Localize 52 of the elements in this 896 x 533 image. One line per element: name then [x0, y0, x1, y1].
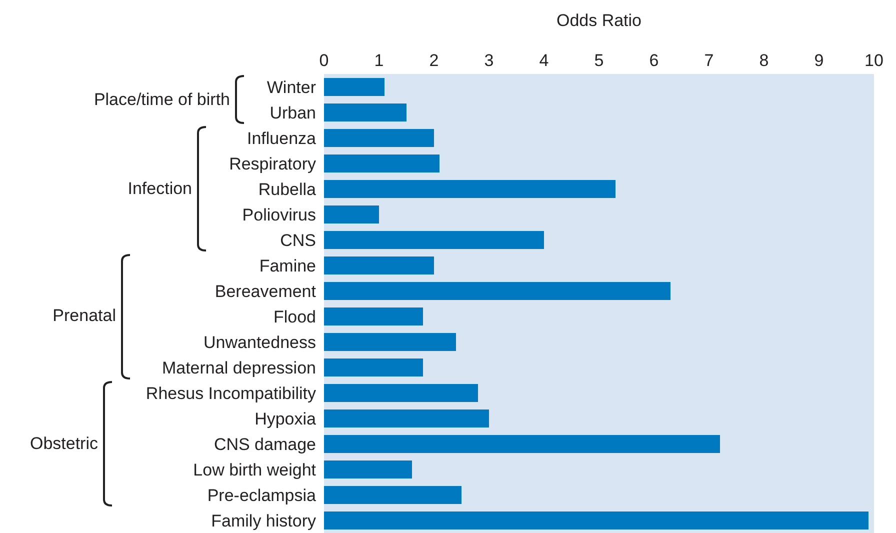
x-axis-title: Odds Ratio [556, 11, 642, 30]
x-tick-label: 5 [594, 51, 604, 70]
y-tick-label: Flood [273, 307, 316, 326]
bar [324, 78, 384, 96]
y-tick-label: Bereavement [214, 282, 316, 301]
bar [324, 180, 616, 198]
y-tick-label: Hypoxia [254, 409, 317, 428]
y-tick-label: Maternal depression [162, 358, 316, 378]
y-tick-label: Influenza [247, 128, 317, 148]
y-tick-label: Rhesus Incompatibility [146, 384, 316, 403]
bar [324, 384, 478, 402]
bar [324, 486, 462, 504]
y-tick-label: Family history [211, 511, 316, 530]
bar [324, 410, 489, 428]
bar [324, 282, 670, 300]
bar [324, 129, 434, 147]
bar [324, 460, 412, 478]
y-tick-label: Respiratory [229, 154, 316, 174]
bar [324, 333, 456, 351]
x-tick-label: 2 [429, 51, 439, 70]
x-tick-label: 7 [704, 51, 714, 70]
bar [324, 231, 544, 249]
bar [324, 358, 423, 376]
y-tick-label: Famine [259, 256, 316, 276]
bar [324, 308, 423, 326]
bar [324, 154, 440, 172]
y-tick-label: Pre-eclampsia [207, 486, 317, 505]
x-tick-label: 4 [539, 51, 549, 70]
text: Place/time of birth [94, 88, 230, 110]
bar [324, 512, 868, 530]
y-tick-label: Urban [270, 103, 316, 122]
x-tick-label: 0 [319, 51, 329, 70]
bar [324, 435, 720, 453]
text: Obstetric [30, 432, 98, 455]
x-tick-label: 9 [814, 51, 824, 70]
y-tick-label: CNS [280, 230, 316, 250]
bar [324, 206, 379, 224]
y-tick-label: Poliovirus [242, 205, 316, 224]
y-tick-label: Rubella [258, 180, 317, 199]
y-tick-label: Low birth weight [193, 460, 316, 480]
x-tick-label: 1 [374, 51, 384, 70]
y-tick-label: Unwantedness [204, 332, 316, 352]
text: Infection [128, 178, 192, 200]
y-tick-label: CNS damage [214, 434, 316, 454]
bar [324, 104, 406, 122]
x-tick-label: 10 [864, 51, 884, 70]
x-tick-label: 8 [759, 51, 769, 70]
x-tick-label: 3 [484, 51, 494, 70]
y-tick-label: Winter [266, 78, 316, 97]
bar [324, 256, 434, 274]
text: Prenatal [52, 305, 116, 328]
x-tick-label: 6 [649, 51, 659, 70]
